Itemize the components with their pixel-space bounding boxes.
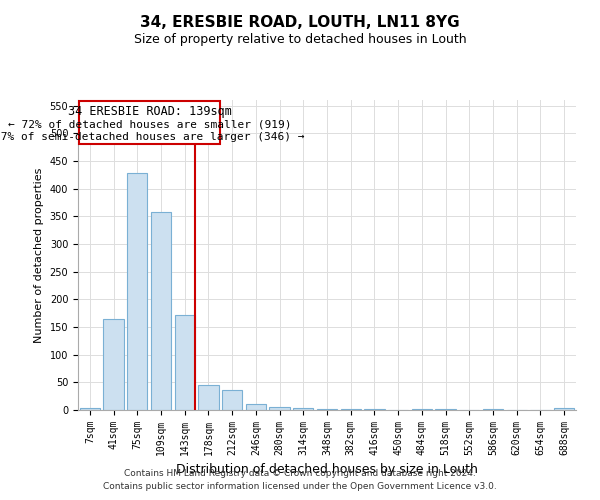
Text: 27% of semi-detached houses are larger (346) →: 27% of semi-detached houses are larger (… [0,132,305,141]
Bar [269,407,290,410]
Bar [317,409,337,410]
Text: Size of property relative to detached houses in Louth: Size of property relative to detached ho… [134,32,466,46]
FancyBboxPatch shape [79,101,220,144]
Text: 34, ERESBIE ROAD, LOUTH, LN11 8YG: 34, ERESBIE ROAD, LOUTH, LN11 8YG [140,15,460,30]
Text: Contains HM Land Registry data © Crown copyright and database right 2024.: Contains HM Land Registry data © Crown c… [124,468,476,477]
Bar [246,404,266,410]
Bar [199,384,218,410]
Bar [127,173,148,410]
Bar [175,315,195,410]
Bar [554,408,574,410]
Bar [80,408,100,410]
Bar [103,318,124,410]
Text: 34 ERESBIE ROAD: 139sqm: 34 ERESBIE ROAD: 139sqm [68,106,232,118]
Bar [293,408,313,410]
Y-axis label: Number of detached properties: Number of detached properties [34,168,44,342]
Bar [412,409,432,410]
Bar [341,409,361,410]
Text: ← 72% of detached houses are smaller (919): ← 72% of detached houses are smaller (91… [8,120,292,130]
Bar [222,390,242,410]
Bar [151,212,171,410]
Text: Contains public sector information licensed under the Open Government Licence v3: Contains public sector information licen… [103,482,497,491]
X-axis label: Distribution of detached houses by size in Louth: Distribution of detached houses by size … [176,464,478,476]
